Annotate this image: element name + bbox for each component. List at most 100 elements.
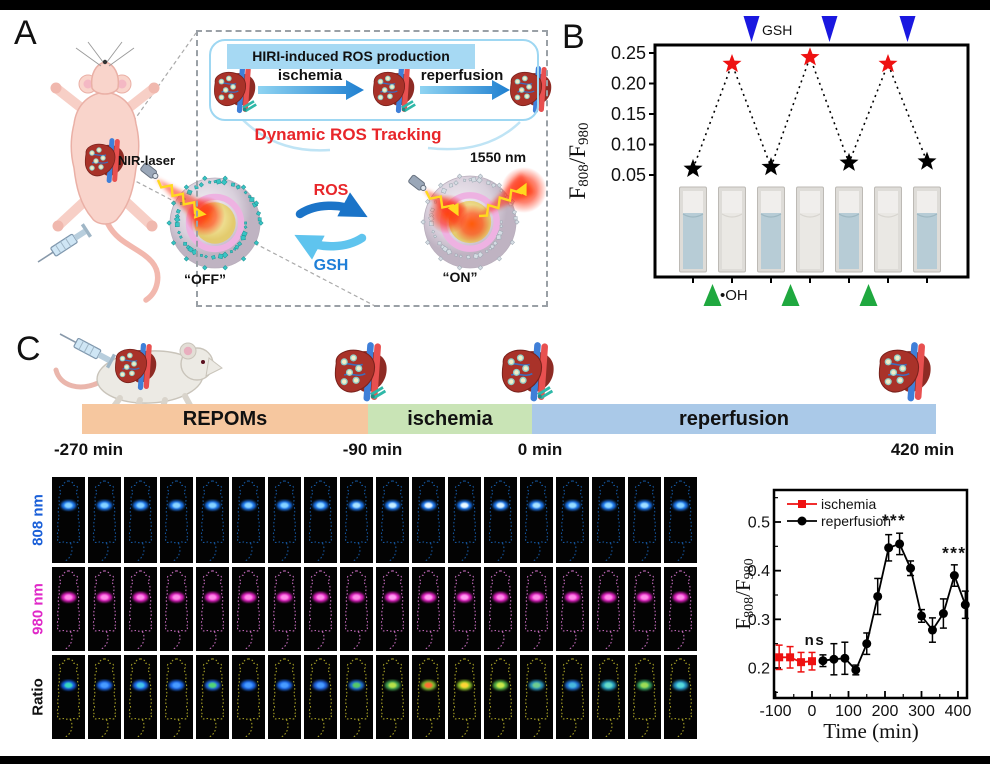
mouse-image-tile bbox=[628, 477, 661, 563]
time-label-minus270: -270 min bbox=[54, 440, 123, 459]
mouse-image-tile bbox=[304, 655, 337, 739]
mouse-image-tile bbox=[88, 477, 121, 563]
mouse-image-tile bbox=[556, 477, 589, 563]
annotation-***: *** bbox=[942, 544, 966, 563]
mouse-image-tile bbox=[592, 567, 625, 651]
b-star-point-4 bbox=[800, 47, 820, 66]
time-label-minus90: -90 min bbox=[342, 440, 403, 459]
annotation-***: *** bbox=[882, 511, 906, 530]
emission-1550nm-label: 1550 nm bbox=[470, 149, 527, 165]
on-state-label: “ON” bbox=[442, 269, 478, 285]
b-star-point-7 bbox=[917, 151, 937, 170]
flow-label-reperfusion: reperfusion bbox=[420, 67, 504, 84]
ischemia-arrow bbox=[258, 80, 364, 100]
panel-a-art bbox=[33, 32, 552, 307]
mouse-image-tile bbox=[448, 477, 481, 563]
gsh-add-arrow bbox=[743, 16, 760, 42]
b-star-point-2 bbox=[722, 54, 742, 73]
ros-label: ROS bbox=[313, 182, 349, 199]
timeline-liver-1 bbox=[334, 341, 388, 403]
gsh-cycle-arrow bbox=[294, 233, 367, 260]
mouse-image-tile bbox=[124, 477, 157, 563]
mouse-image-tile bbox=[376, 655, 409, 739]
b-star-point-5 bbox=[839, 152, 859, 171]
mouse-image-tile bbox=[268, 477, 301, 563]
tracking-title: Dynamic ROS Tracking bbox=[254, 125, 442, 144]
mouse-image-tile bbox=[664, 477, 697, 563]
oh-arrow-label: •OH bbox=[720, 287, 748, 304]
zigzag-emission bbox=[478, 182, 527, 218]
mouse-image-tile bbox=[340, 655, 373, 739]
b-ytick-label: 0.25 bbox=[611, 43, 646, 63]
c-xtick-label: -100 bbox=[759, 703, 791, 720]
mouse-image-tile bbox=[304, 477, 337, 563]
mouse-image-tile bbox=[196, 567, 229, 651]
axis-ylabel: F808/F980 bbox=[731, 558, 757, 629]
gsh-cycle-label: GSH bbox=[313, 257, 349, 274]
mouse-image-tile bbox=[664, 655, 697, 739]
gsh-arrow-label: GSH bbox=[762, 22, 793, 38]
b-star-point-3 bbox=[761, 157, 781, 176]
b-ytick-label: 0.05 bbox=[611, 165, 646, 185]
time-label-0: 0 min bbox=[517, 440, 563, 459]
flow-label-ischemia: ischemia bbox=[277, 67, 343, 84]
cuvette-photo-4 bbox=[796, 186, 824, 273]
mouse-image-tile bbox=[556, 655, 589, 739]
row-label-980nm: 980 nm bbox=[29, 583, 47, 635]
mouse-image-tile bbox=[628, 655, 661, 739]
mouse-image-tile bbox=[304, 567, 337, 651]
mouse-image-tile bbox=[88, 655, 121, 739]
timeline-liver-3 bbox=[878, 341, 932, 403]
time-label-420: 420 min bbox=[890, 440, 955, 459]
nir-laser-label: NIR-laser bbox=[118, 153, 176, 168]
b-dotted-line bbox=[692, 54, 928, 170]
mouse-image-tile bbox=[412, 655, 445, 739]
b-ytick-label: 0.10 bbox=[611, 135, 646, 155]
zigzag-beam-on-in bbox=[424, 190, 459, 217]
mouse-image-tile bbox=[196, 655, 229, 739]
reperfusion-arrow bbox=[420, 80, 510, 100]
timeline-liver-2 bbox=[501, 341, 555, 403]
mouse-image-tile bbox=[592, 655, 625, 739]
top-border-bar bbox=[0, 0, 990, 10]
mouse-image-tile bbox=[412, 567, 445, 651]
row-label-808nm: 808 nm bbox=[29, 494, 47, 546]
mouse-image-tile bbox=[448, 655, 481, 739]
oh-add-arrow bbox=[703, 284, 722, 306]
mouse-image-tile bbox=[52, 477, 85, 563]
mouse-image-tile bbox=[484, 477, 517, 563]
mouse-image-tile bbox=[520, 567, 553, 651]
mouse-image-tile bbox=[412, 477, 445, 563]
mouse-image-tile bbox=[520, 477, 553, 563]
mouse-image-tile bbox=[52, 567, 85, 651]
row-label-ratio: Ratio bbox=[29, 678, 47, 716]
mouse-image-tile bbox=[376, 567, 409, 651]
cuvette-photo-3 bbox=[757, 186, 785, 273]
cuvette-photo-7 bbox=[913, 186, 941, 273]
mouse-image-tile bbox=[232, 655, 265, 739]
mouse-image-tile bbox=[484, 655, 517, 739]
legend-label-ischemia: ischemia bbox=[821, 496, 876, 512]
panel-c-imaging-grid bbox=[52, 477, 697, 739]
axis-ylabel: F808/F980 bbox=[565, 123, 592, 200]
oh-add-arrow bbox=[781, 284, 800, 306]
series-ischemia bbox=[775, 644, 816, 673]
gsh-add-arrow bbox=[821, 16, 838, 42]
swoosh-lines bbox=[242, 119, 521, 152]
timeline-segment-reperfusion: reperfusion bbox=[532, 404, 936, 434]
timeline-segment-repoms: REPOMs bbox=[82, 404, 368, 434]
mouse-image-tile bbox=[124, 655, 157, 739]
oh-add-arrow bbox=[859, 284, 878, 306]
nir-laser-device-off bbox=[140, 162, 159, 180]
legend-label-reperfusion: reperfusion bbox=[821, 513, 891, 529]
panel-a-header: HIRI-induced ROS production bbox=[227, 44, 475, 69]
gsh-add-arrow bbox=[899, 16, 916, 42]
mouse-image-tile bbox=[124, 567, 157, 651]
mouse-image-tile bbox=[160, 567, 193, 651]
panel-b-letter: B bbox=[562, 18, 585, 56]
c-xtick-label: 400 bbox=[945, 703, 972, 720]
c-xtick-label: 100 bbox=[835, 703, 862, 720]
mouse-image-tile bbox=[484, 567, 517, 651]
